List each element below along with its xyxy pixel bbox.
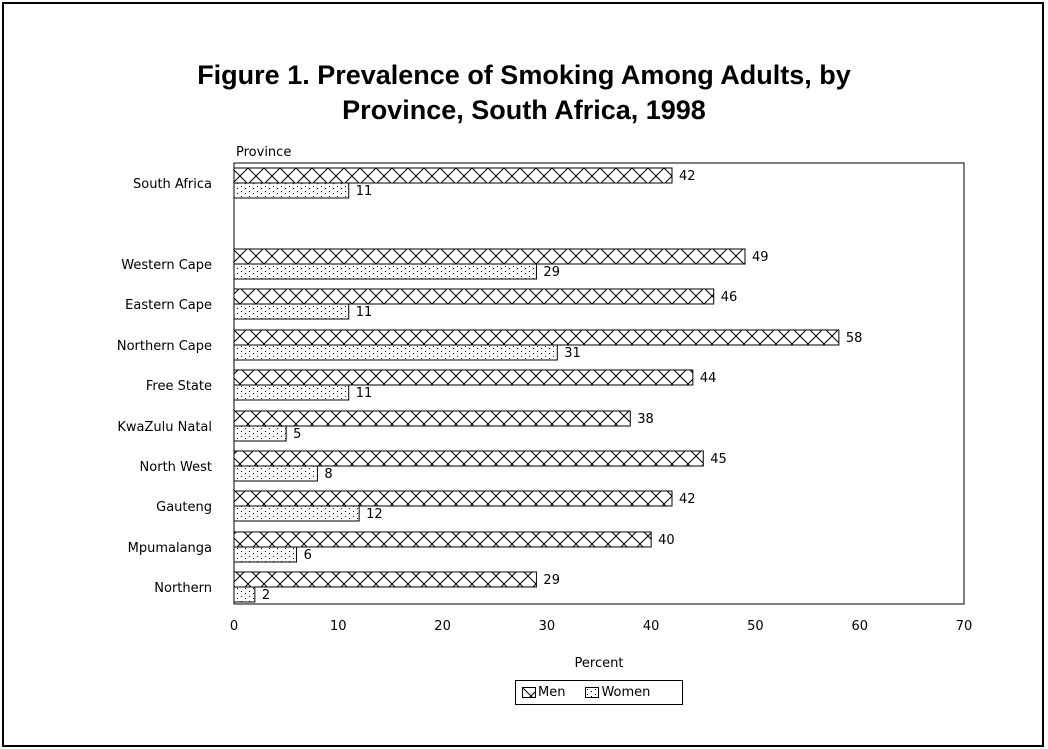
chart-title-line-2: Province, South Africa, 1998 [342,95,706,125]
x-tick-label-70: 70 [956,619,973,634]
category-label-northern: Northern [154,581,212,596]
bar-women-northern [233,586,256,603]
category-label-western-cape: Western Cape [121,258,212,273]
bar-women-south-africa [233,182,350,199]
bar-men-eastern-cape [233,288,715,305]
category-label-gauteng: Gauteng [156,500,212,515]
value-label-women-gauteng: 12 [366,507,383,522]
x-tick-label-10: 10 [330,619,347,634]
bars-group: 42 11 49 29 46 11 58 31 44 11 38 5 45 8 42 12 40 6 29 2 [233,167,863,603]
category-label-northern-cape: Northern Cape [117,339,212,354]
value-label-women-northern: 2 [262,588,270,603]
category-label-mpumalanga: Mpumalanga [128,541,212,556]
value-label-women-free-state: 11 [356,386,373,401]
category-label-south-africa: South Africa [133,177,212,192]
bar-men-free-state [233,369,694,386]
category-labels: South Africa Western Cape Eastern Cape Nort… [117,177,212,596]
value-label-women-eastern-cape: 11 [356,305,373,320]
bar-men-mpumalanga [233,531,652,548]
legend-item-women: Women [585,685,650,700]
legend-label-men: Men [538,685,566,700]
value-label-men-western-cape: 49 [752,250,769,265]
chart-title: Figure 1. Prevalence of Smoking Among Ad… [0,58,1048,128]
bar-women-western-cape [233,263,537,280]
legend-label-women: Women [601,685,651,700]
value-label-women-mpumalanga: 6 [304,548,312,563]
bar-women-north-west [233,465,318,482]
x-axis-title: Percent [575,656,624,671]
bar-men-north-west [233,450,704,467]
chart-title-line-1: Figure 1. Prevalence of Smoking Among Ad… [197,60,851,90]
category-label-north-west: North West [140,460,212,475]
category-label-kwazulu-natal: KwaZulu Natal [117,420,212,435]
bar-men-western-cape [233,248,746,265]
x-axis-ticks: 0 10 20 30 40 50 60 70 [230,619,972,634]
x-tick-label-0: 0 [230,619,238,634]
bar-women-mpumalanga [233,546,298,563]
legend-item-men: Men [522,685,565,700]
value-label-men-gauteng: 42 [679,492,696,507]
value-label-women-south-africa: 11 [356,184,373,199]
bar-men-kwazulu-natal [233,410,631,427]
value-label-men-kwazulu-natal: 38 [637,412,654,427]
legend: Men Women [515,680,683,705]
value-label-men-eastern-cape: 46 [721,290,738,305]
bar-men-northern [233,571,537,588]
bar-men-south-africa [233,167,673,184]
category-label-free-state: Free State [146,379,212,394]
value-label-men-north-west: 45 [710,452,727,467]
value-label-men-northern: 29 [543,573,560,588]
value-label-women-kwazulu-natal: 5 [293,427,301,442]
legend-swatch-men [522,687,536,698]
bar-women-gauteng [233,505,360,522]
x-tick-label-20: 20 [434,619,451,634]
value-label-men-mpumalanga: 40 [658,533,675,548]
bar-men-gauteng [233,490,673,507]
value-label-men-free-state: 44 [700,371,717,386]
y-axis-title: Province [236,145,291,160]
value-label-women-northern-cape: 31 [564,346,581,361]
bar-men-northern-cape [233,329,840,346]
bar-women-northern-cape [233,344,558,361]
category-label-eastern-cape: Eastern Cape [125,298,212,313]
value-label-women-western-cape: 29 [543,265,560,280]
value-label-women-north-west: 8 [324,467,332,482]
value-label-men-northern-cape: 58 [846,331,863,346]
bar-women-free-state [233,384,350,401]
bar-women-eastern-cape [233,303,350,320]
bar-women-kwazulu-natal [233,425,287,442]
x-tick-label-40: 40 [643,619,660,634]
legend-swatch-women [585,687,600,698]
x-tick-label-50: 50 [747,619,764,634]
x-tick-label-60: 60 [851,619,868,634]
x-tick-label-30: 30 [539,619,556,634]
value-label-men-south-africa: 42 [679,169,696,184]
